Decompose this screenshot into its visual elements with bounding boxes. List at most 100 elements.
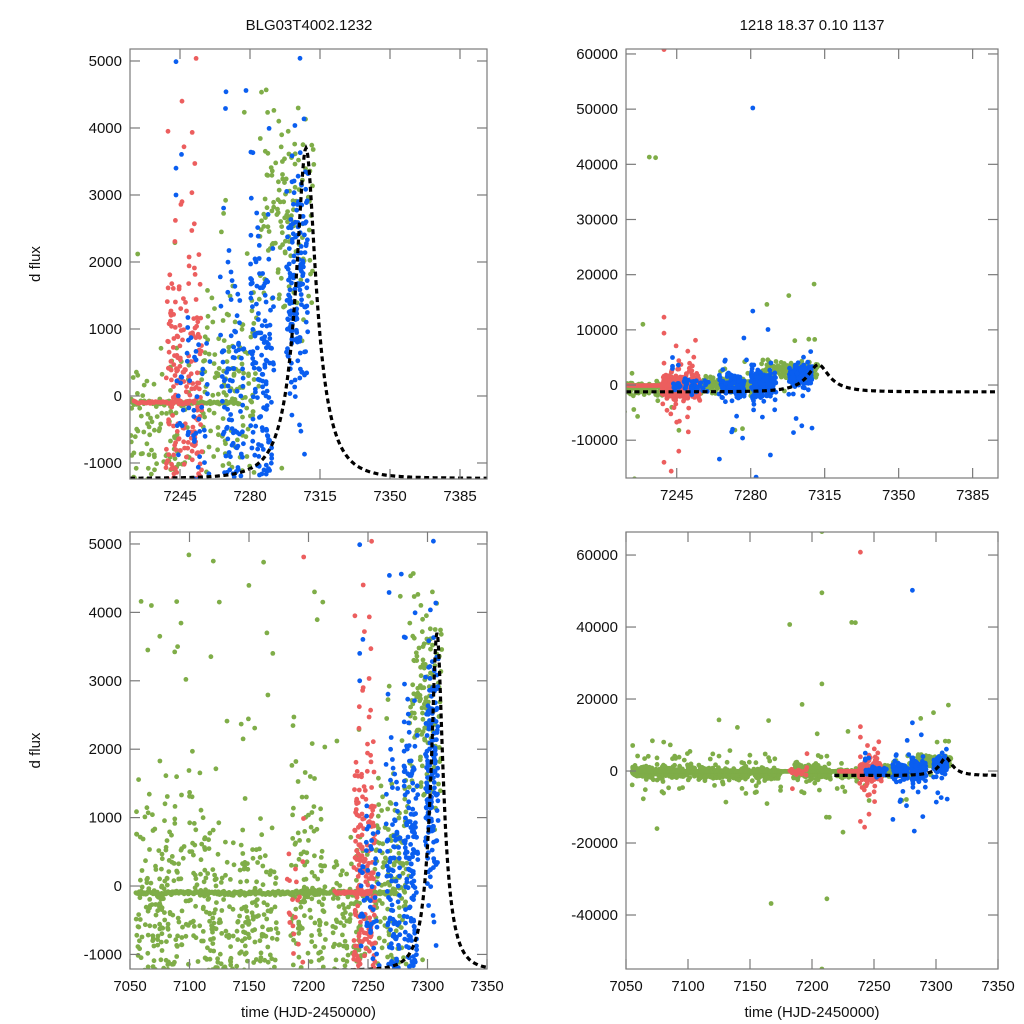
data-point-blue-telescope [286,292,291,298]
data-point-red-telescope [356,824,361,830]
data-point-red-telescope [352,613,358,619]
data-point-green-telescope [201,879,207,885]
data-point-red-telescope [192,265,197,271]
data-point-green-telescope [137,917,143,922]
data-point-blue-telescope [248,295,254,301]
data-point-green-telescope [241,929,246,935]
data-point-green-telescope [200,938,206,944]
data-point-green-telescope [310,268,315,274]
y-tick-label: 50000 [576,101,618,118]
data-point-green-telescope [291,805,296,811]
data-point-blue-telescope [397,873,402,879]
data-point-green-telescope [269,991,274,996]
data-point-blue-telescope [424,754,429,759]
data-point-green-telescope [263,215,268,221]
data-point-green-telescope [309,896,315,902]
data-point-red-telescope [300,859,306,865]
data-point-blue-telescope [389,945,395,951]
data-point-green-telescope [165,962,171,967]
data-point-red-telescope [169,461,175,467]
data-point-green-telescope [271,869,277,875]
data-point-blue-telescope [398,993,403,998]
data-point-green-telescope [781,362,787,367]
data-point-blue-telescope [401,769,407,775]
data-point-green-telescope [385,827,391,832]
data-point-red-telescope [366,876,372,881]
data-point-green-telescope [139,934,145,940]
data-point-red-telescope [197,334,203,340]
data-point-green-telescope [238,721,244,727]
data-point-blue-telescope [387,859,393,865]
data-point-green-telescope [321,896,327,902]
data-point-blue-telescope [412,698,417,703]
data-point-green-telescope [166,481,171,486]
data-point-blue-telescope [224,370,230,375]
data-point-blue-telescope [267,331,272,337]
data-point-green-telescope [164,838,170,843]
data-point-green-telescope [227,293,233,299]
data-point-green-telescope [647,387,652,393]
data-point-green-telescope [237,913,243,919]
data-point-green-telescope [195,959,201,964]
x-axis-label: time (HJD-2450000) [241,1004,376,1021]
data-point-blue-telescope [252,452,258,458]
data-point-blue-telescope [361,898,367,903]
data-point-red-telescope [360,582,366,588]
data-point-red-telescope [191,400,197,405]
data-point-blue-telescope [432,785,437,791]
data-point-blue-telescope [370,831,376,836]
data-point-blue-telescope [761,398,767,404]
data-point-red-telescope [199,449,205,455]
data-point-green-telescope [401,955,406,961]
data-point-blue-telescope [395,808,400,814]
data-point-red-telescope [167,508,172,513]
data-point-red-telescope [367,915,373,921]
data-point-blue-telescope [248,423,254,429]
data-point-green-telescope [667,773,672,779]
data-point-red-telescope [184,454,189,460]
data-point-blue-telescope [423,674,428,680]
data-point-blue-telescope [302,451,307,457]
data-point-red-telescope [166,365,172,371]
data-point-blue-telescope [427,664,433,669]
data-point-red-telescope [181,296,186,301]
y-tick-label: -10000 [571,432,618,449]
data-point-red-telescope [186,254,192,260]
data-point-green-telescope [150,997,155,1002]
data-point-green-telescope [317,919,323,925]
data-point-blue-telescope [225,289,231,295]
data-point-green-telescope [227,976,232,981]
data-point-green-telescope [256,913,261,919]
data-point-green-telescope [307,907,313,913]
data-point-red-telescope [359,939,365,945]
data-point-blue-telescope [292,377,298,383]
data-point-blue-telescope [260,384,265,390]
data-point-blue-telescope [406,720,411,726]
data-point-red-telescope [356,957,362,963]
data-point-blue-telescope [403,884,409,890]
data-point-green-telescope [202,845,207,850]
data-point-red-telescope [165,285,171,291]
data-point-blue-telescope [305,310,310,315]
data-point-green-telescope [191,918,196,924]
data-point-green-telescope [150,936,156,941]
data-point-green-telescope [223,839,228,845]
y-tick-label: 0 [114,878,122,895]
data-point-red-telescope [370,807,376,813]
data-point-blue-telescope [402,764,407,770]
data-point-red-telescope [174,429,180,434]
data-point-green-telescope [240,923,245,929]
data-point-green-telescope [160,994,165,999]
data-point-blue-telescope [768,360,774,366]
data-point-green-telescope [148,471,154,477]
data-point-green-telescope [136,777,142,782]
data-point-green-telescope [179,908,185,914]
data-point-green-telescope [208,970,213,975]
data-point-green-telescope [173,937,179,943]
data-point-green-telescope [422,725,428,731]
data-point-green-telescope [273,881,278,886]
data-point-red-telescope [354,769,360,774]
data-point-red-telescope [370,962,376,968]
data-point-green-telescope [632,476,637,478]
data-point-red-telescope [183,389,189,395]
